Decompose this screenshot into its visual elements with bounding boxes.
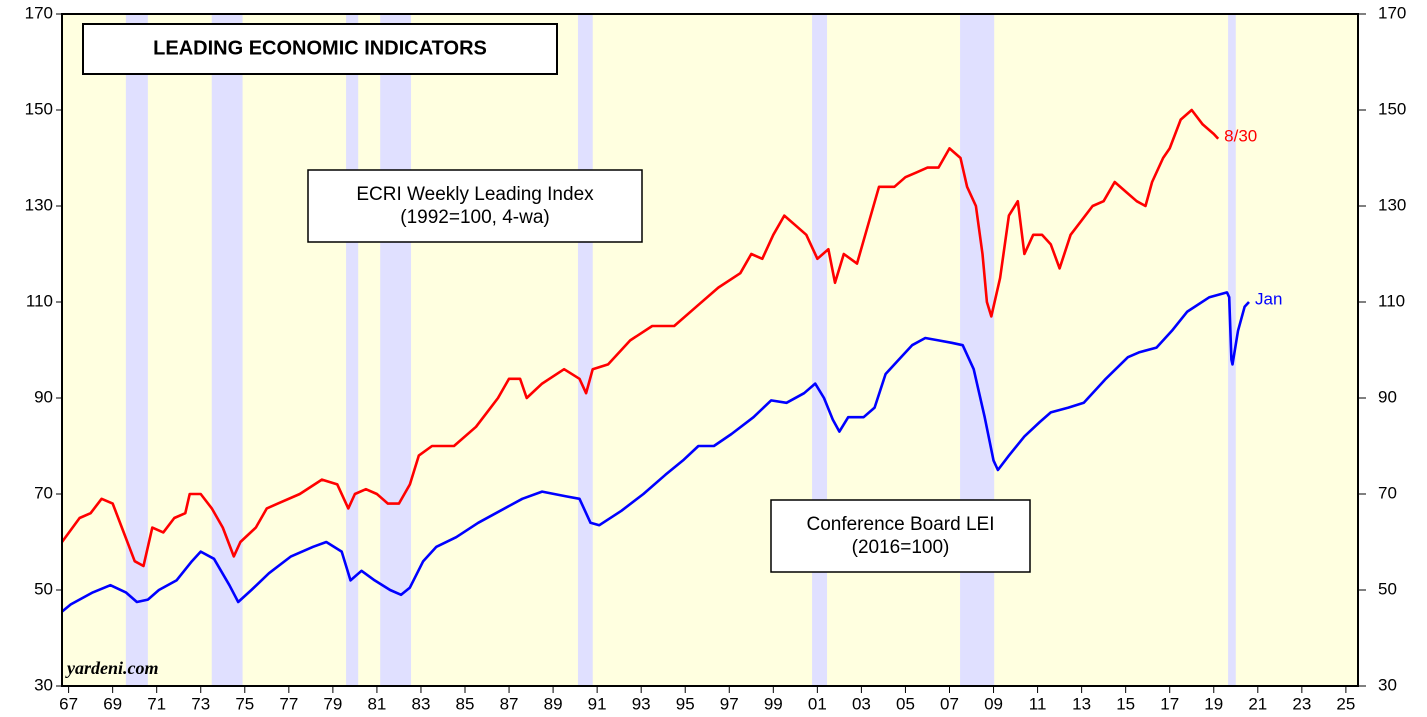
y-tick-label: 150 [25, 99, 53, 118]
x-tick-label: 91 [588, 694, 607, 713]
y2-tick-label: 170 [1378, 3, 1406, 22]
annotation-text: (1992=100, 4-wa) [400, 207, 549, 228]
x-tick-label: 67 [59, 694, 78, 713]
x-tick-label: 93 [632, 694, 651, 713]
x-tick-label: 83 [411, 694, 430, 713]
x-tick-label: 73 [191, 694, 210, 713]
series-line [61, 291, 1250, 613]
x-tick-label: 69 [103, 694, 122, 713]
annotation-box [770, 499, 1031, 573]
y-tick-label: 70 [34, 483, 53, 502]
recession-band [346, 14, 359, 686]
annotation-text: Conference Board LEI [806, 514, 994, 535]
x-tick-label: 79 [323, 694, 342, 713]
x-tick-label: 23 [1292, 694, 1311, 713]
x-tick-label: 97 [720, 694, 739, 713]
chart-title: LEADING ECONOMIC INDICATORS [153, 37, 487, 59]
y-tick-label: 30 [34, 675, 53, 694]
plot-background [62, 14, 1358, 686]
x-tick-label: 07 [940, 694, 959, 713]
x-tick-label: 85 [456, 694, 475, 713]
x-tick-label: 99 [764, 694, 783, 713]
x-tick-label: 09 [984, 694, 1003, 713]
recession-band [577, 14, 593, 686]
y-tick-label: 130 [25, 195, 53, 214]
recession-band [125, 14, 148, 686]
x-tick-label: 17 [1160, 694, 1179, 713]
series-end-label: Jan [1255, 289, 1282, 308]
x-tick-label: 01 [808, 694, 827, 713]
source-label: yardeni.com [65, 658, 159, 678]
recession-band [380, 14, 412, 686]
annotation-box [307, 169, 643, 243]
y2-tick-label: 90 [1378, 387, 1397, 406]
plot-frame [61, 13, 1359, 687]
x-tick-label: 81 [367, 694, 386, 713]
x-tick-label: 15 [1116, 694, 1135, 713]
x-tick-label: 77 [279, 694, 298, 713]
recession-band [812, 14, 828, 686]
x-tick-label: 25 [1336, 694, 1355, 713]
x-tick-label: 89 [544, 694, 563, 713]
x-tick-label: 95 [676, 694, 695, 713]
x-tick-label: 71 [147, 694, 166, 713]
series-end-label: 8/30 [1224, 126, 1257, 145]
series-line [60, 108, 1220, 568]
x-tick-label: 11 [1029, 694, 1047, 713]
x-tick-label: 87 [500, 694, 519, 713]
y-tick-label: 90 [34, 387, 53, 406]
x-tick-label: 05 [896, 694, 915, 713]
title-box [82, 23, 558, 75]
x-tick-label: 21 [1248, 694, 1267, 713]
y-tick-label: 50 [34, 579, 53, 598]
y2-tick-label: 130 [1378, 195, 1406, 214]
x-tick-label: 03 [852, 694, 871, 713]
y2-tick-label: 70 [1378, 483, 1397, 502]
y2-tick-label: 30 [1378, 675, 1397, 694]
annotation-text: ECRI Weekly Leading Index [356, 184, 594, 205]
x-tick-label: 75 [235, 694, 254, 713]
x-tick-label: 13 [1072, 694, 1091, 713]
annotation-text: (2016=100) [852, 537, 950, 558]
y-tick-label: 110 [26, 291, 53, 310]
y2-tick-label: 50 [1378, 579, 1397, 598]
y2-tick-label: 150 [1378, 99, 1406, 118]
x-tick-label: 19 [1204, 694, 1223, 713]
recession-band [211, 14, 243, 686]
y2-tick-label: 110 [1378, 291, 1405, 310]
y-tick-label: 170 [25, 3, 53, 22]
